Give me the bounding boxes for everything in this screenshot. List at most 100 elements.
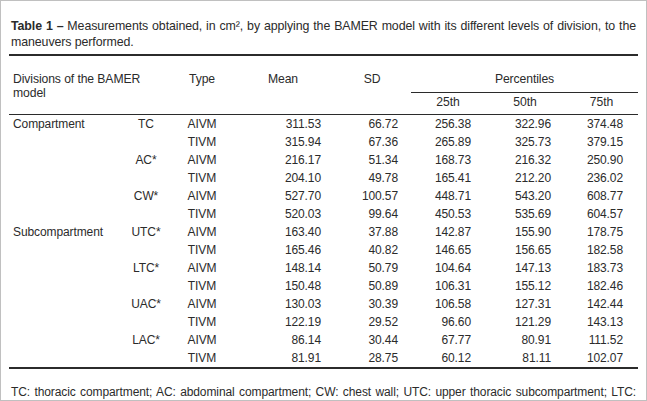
table-header: Divisions of the BAMER model Type Mean S…	[9, 69, 638, 115]
cell-percentile-50: 543.20	[485, 187, 565, 205]
cell-percentile-25: 142.87	[411, 223, 485, 241]
cell-mean: 148.14	[233, 259, 333, 277]
cell-mean: 122.19	[233, 313, 333, 331]
cell-mean: 311.53	[233, 114, 333, 133]
cell-mean: 130.03	[233, 295, 333, 313]
table-body: Compartment TC AIVM 311.53 66.72 256.38 …	[9, 114, 638, 368]
cell-division-group	[9, 205, 121, 223]
header-type: Type	[171, 69, 233, 115]
cell-percentile-75: 236.02	[565, 169, 638, 187]
cell-division-group	[9, 187, 121, 205]
cell-sd: 50.89	[333, 277, 411, 295]
cell-percentile-50: 127.31	[485, 295, 565, 313]
cell-percentile-75: 379.15	[565, 133, 638, 151]
cell-percentile-75: 183.73	[565, 259, 638, 277]
cell-mean: 216.17	[233, 151, 333, 169]
cell-percentile-75: 250.90	[565, 151, 638, 169]
cell-division-abbrev	[121, 313, 171, 331]
table-figure: Table 1 – Measurements obtained, in cm²,…	[0, 0, 647, 401]
table-row: TIVM 81.91 28.75 60.12 81.11 102.07	[9, 349, 638, 368]
cell-maneuver-type: TIVM	[171, 277, 233, 295]
cell-percentile-50: 212.20	[485, 169, 565, 187]
cell-mean: 86.14	[233, 331, 333, 349]
table-footnote: TC: thoracic compartment; AC: abdominal …	[9, 381, 638, 401]
header-mean: Mean	[233, 69, 333, 115]
cell-maneuver-type: TIVM	[171, 241, 233, 259]
header-p50: 50th	[485, 92, 565, 114]
cell-division-group	[9, 349, 121, 368]
cell-division-group	[9, 133, 121, 151]
table-caption: Table 1 – Measurements obtained, in cm²,…	[9, 13, 638, 56]
cell-percentile-25: 450.53	[411, 205, 485, 223]
cell-maneuver-type: TIVM	[171, 205, 233, 223]
table-row: TIVM 165.46 40.82 146.65 156.65 182.58	[9, 241, 638, 259]
cell-mean: 527.70	[233, 187, 333, 205]
table-row: TIVM 520.03 99.64 450.53 535.69 604.57	[9, 205, 638, 223]
cell-percentile-50: 322.96	[485, 114, 565, 133]
cell-maneuver-type: AIVM	[171, 223, 233, 241]
cell-maneuver-type: AIVM	[171, 187, 233, 205]
cell-maneuver-type: AIVM	[171, 259, 233, 277]
cell-division-group: Subcompartment	[9, 223, 121, 241]
cell-division-abbrev	[121, 277, 171, 295]
table-row: TIVM 315.94 67.36 265.89 325.73 379.15	[9, 133, 638, 151]
cell-division-group	[9, 277, 121, 295]
cell-division-abbrev	[121, 349, 171, 368]
cell-maneuver-type: TIVM	[171, 349, 233, 368]
cell-percentile-25: 104.64	[411, 259, 485, 277]
cell-percentile-75: 604.57	[565, 205, 638, 223]
cell-sd: 67.36	[333, 133, 411, 151]
cell-division-group	[9, 295, 121, 313]
table-row: CW* AIVM 527.70 100.57 448.71 543.20 608…	[9, 187, 638, 205]
table-row: LTC* AIVM 148.14 50.79 104.64 147.13 183…	[9, 259, 638, 277]
cell-percentile-75: 143.13	[565, 313, 638, 331]
cell-sd: 40.82	[333, 241, 411, 259]
table-caption-text: Measurements obtained, in cm², by applyi…	[11, 19, 636, 49]
header-sd: SD	[333, 69, 411, 115]
cell-division-abbrev: UTC*	[121, 223, 171, 241]
cell-percentile-75: 608.77	[565, 187, 638, 205]
cell-percentile-50: 535.69	[485, 205, 565, 223]
cell-division-group	[9, 259, 121, 277]
cell-division-group	[9, 169, 121, 187]
cell-sd: 37.88	[333, 223, 411, 241]
cell-division-abbrev: CW*	[121, 187, 171, 205]
cell-mean: 315.94	[233, 133, 333, 151]
table-row: TIVM 150.48 50.89 106.31 155.12 182.46	[9, 277, 638, 295]
cell-percentile-75: 142.44	[565, 295, 638, 313]
cell-mean: 81.91	[233, 349, 333, 368]
cell-maneuver-type: AIVM	[171, 151, 233, 169]
table-row: Compartment TC AIVM 311.53 66.72 256.38 …	[9, 114, 638, 133]
cell-percentile-25: 106.31	[411, 277, 485, 295]
cell-percentile-75: 102.07	[565, 349, 638, 368]
cell-division-group	[9, 313, 121, 331]
cell-percentile-25: 67.77	[411, 331, 485, 349]
cell-sd: 99.64	[333, 205, 411, 223]
header-percentiles: Percentiles	[411, 69, 638, 93]
cell-percentile-50: 80.91	[485, 331, 565, 349]
table-row: UAC* AIVM 130.03 30.39 106.58 127.31 142…	[9, 295, 638, 313]
cell-percentile-25: 448.71	[411, 187, 485, 205]
cell-sd: 28.75	[333, 349, 411, 368]
cell-division-group	[9, 241, 121, 259]
cell-division-abbrev: LAC*	[121, 331, 171, 349]
cell-percentile-50: 155.90	[485, 223, 565, 241]
cell-mean: 204.10	[233, 169, 333, 187]
cell-division-abbrev: LTC*	[121, 259, 171, 277]
cell-percentile-50: 156.65	[485, 241, 565, 259]
cell-percentile-75: 178.75	[565, 223, 638, 241]
cell-percentile-25: 106.58	[411, 295, 485, 313]
cell-sd: 50.79	[333, 259, 411, 277]
cell-division-group	[9, 151, 121, 169]
cell-percentile-25: 256.38	[411, 114, 485, 133]
cell-sd: 30.44	[333, 331, 411, 349]
header-p75: 75th	[565, 92, 638, 114]
cell-division-abbrev	[121, 241, 171, 259]
cell-division-group: Compartment	[9, 114, 121, 133]
cell-mean: 165.46	[233, 241, 333, 259]
figure-content: Table 1 – Measurements obtained, in cm²,…	[1, 13, 646, 401]
cell-division-abbrev	[121, 205, 171, 223]
cell-maneuver-type: TIVM	[171, 133, 233, 151]
header-row-1: Divisions of the BAMER model Type Mean S…	[9, 69, 638, 93]
cell-percentile-25: 96.60	[411, 313, 485, 331]
